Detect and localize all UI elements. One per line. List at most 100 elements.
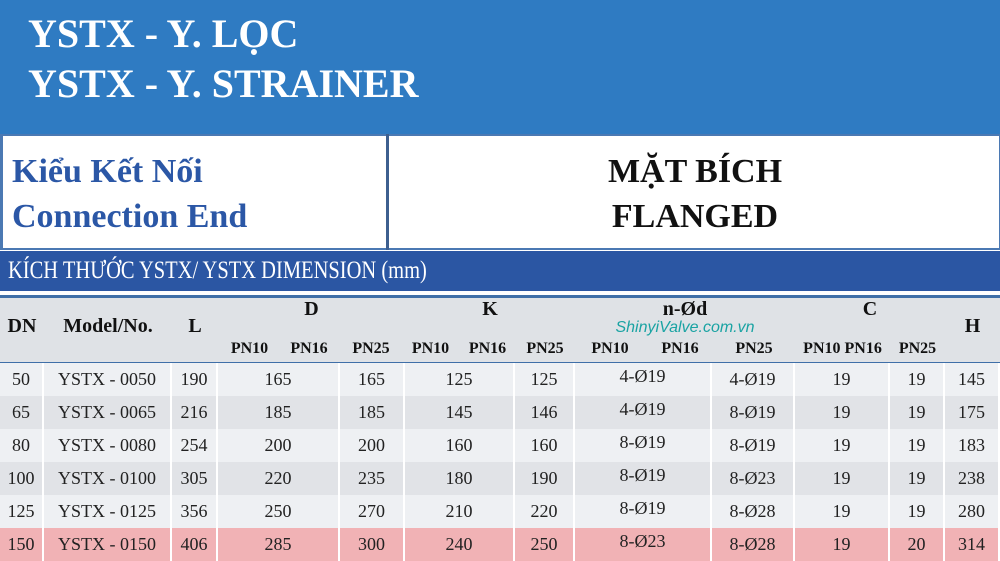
watermark: ShinyiValve.com.vn [615, 319, 755, 336]
table-cell: YSTX - 0050 [44, 363, 172, 396]
header-model: Model/No. [63, 315, 153, 337]
table-cell: 150 [0, 528, 44, 561]
table-cell: 8-Ø19 [712, 429, 795, 462]
table-cell: YSTX - 0125 [44, 495, 172, 528]
table-row: 65 YSTX - 0065 216 185 185 145 146 4-Ø19 8-Ø19 19… [0, 396, 1000, 429]
connection-value-vi: MẶT BÍCH [607, 153, 783, 190]
table-cell: 65 [0, 396, 44, 429]
table-header [0, 295, 1000, 365]
subheader-pn: PN10 PN16 [803, 340, 882, 357]
dimension-title: KÍCH THƯỚC YSTX/ YSTX DIMENSION (mm) [8, 257, 427, 284]
subheader-pn: PN25 [898, 340, 937, 357]
table-cell: 254 [172, 429, 218, 462]
table-cell: 238 [945, 462, 1000, 495]
subheader-pn: PN16 [661, 340, 699, 357]
connection-box [0, 134, 1000, 250]
table-cell: 19 [890, 396, 945, 429]
subheader-pn: PN10 [591, 340, 629, 357]
table-cell: 280 [945, 495, 1000, 528]
table-cell: 145 [945, 363, 1000, 396]
table-cell: 100 [0, 462, 44, 495]
table-cell: 145 [405, 396, 515, 429]
header-l: L [188, 315, 202, 337]
table-cell: 160 [405, 429, 515, 462]
table-cell: 4-Ø19 [575, 396, 712, 429]
table-cell: 235 [340, 462, 405, 495]
table-cell: 19 [890, 429, 945, 462]
table-row: 80 YSTX - 0080 254 200 200 160 160 8-Ø19 8-Ø19 19… [0, 429, 1000, 462]
table-cell: 146 [515, 396, 575, 429]
table-row: 125 YSTX - 0125 356 250 270 210 220 8-Ø19 8-Ø28 1… [0, 495, 1000, 528]
table-cell: 250 [218, 495, 340, 528]
table-cell: 50 [0, 363, 44, 396]
table-cell: 8-Ø19 [575, 462, 712, 495]
table-cell: 250 [515, 528, 575, 561]
table-cell: 190 [172, 363, 218, 396]
table-cell: 183 [945, 429, 1000, 462]
table-cell: 406 [172, 528, 218, 561]
table-cell: 305 [172, 462, 218, 495]
table-cell: 19 [795, 462, 890, 495]
subheader-pn: PN16 [290, 340, 328, 357]
table-cell: 125 [0, 495, 44, 528]
subheader-pn: PN25 [352, 340, 390, 357]
table-cell: 175 [945, 396, 1000, 429]
header-k: K [482, 298, 498, 320]
table-cell: 19 [890, 363, 945, 396]
table-cell: YSTX - 0150 [44, 528, 172, 561]
table-cell: 165 [340, 363, 405, 396]
table-cell: 80 [0, 429, 44, 462]
subheader-pn: PN25 [526, 340, 564, 357]
header-d: D [304, 298, 319, 320]
table-cell: 19 [890, 495, 945, 528]
table-row: 100 YSTX - 0100 305 220 235 180 190 8-Ø19 8-Ø23 1… [0, 462, 1000, 495]
table-cell: 270 [340, 495, 405, 528]
table-cell: 185 [218, 396, 340, 429]
table-cell: 125 [405, 363, 515, 396]
table-row: 50 YSTX - 0050 190 165 165 125 125 4-Ø19 4-Ø19 19… [0, 363, 1000, 396]
table-cell: YSTX - 0065 [44, 396, 172, 429]
header-dn: DN [7, 315, 37, 337]
table-cell: 8-Ø23 [712, 462, 795, 495]
table-cell: 240 [405, 528, 515, 561]
divider [386, 134, 389, 250]
table-cell: 8-Ø19 [575, 429, 712, 462]
table-cell: 314 [945, 528, 1000, 561]
connection-label-en: Connection End [12, 198, 248, 235]
table-cell: 125 [515, 363, 575, 396]
table-cell: 165 [218, 363, 340, 396]
table-cell: 300 [340, 528, 405, 561]
subheader-pn: PN10 [230, 340, 269, 357]
subheader-pn: PN16 [468, 340, 507, 357]
table-cell: 160 [515, 429, 575, 462]
table-cell: 19 [795, 396, 890, 429]
dimension-band: KÍCH THƯỚC YSTX/ YSTX DIMENSION (mm) [0, 251, 1000, 291]
subheader-pn: PN25 [735, 340, 773, 357]
table-cell: 285 [218, 528, 340, 561]
table-cell: 19 [795, 528, 890, 561]
table-cell: 220 [218, 462, 340, 495]
table-cell: 185 [340, 396, 405, 429]
title-banner: YSTX - Y. LỌC YSTX - Y. STRAINER [0, 0, 1000, 134]
table-cell: 4-Ø19 [712, 363, 795, 396]
table-cell: 200 [340, 429, 405, 462]
table-cell: 190 [515, 462, 575, 495]
title-en: YSTX - Y. STRAINER [28, 61, 419, 106]
table-cell: 19 [795, 429, 890, 462]
table-cell: 210 [405, 495, 515, 528]
table-cell: 8-Ø28 [712, 528, 795, 561]
table-cell: 19 [795, 363, 890, 396]
connection-value-en: FLANGED [611, 198, 779, 235]
subheader-pn: PN10 [411, 340, 450, 357]
table-cell: 19 [795, 495, 890, 528]
table-cell: YSTX - 0080 [44, 429, 172, 462]
table-row: 150 YSTX - 0150 406 285 300 240 250 8-Ø23 8-Ø28 1… [0, 528, 1000, 561]
table-cell: 8-Ø28 [712, 495, 795, 528]
table-cell: 8-Ø19 [575, 495, 712, 528]
table-cell: 20 [890, 528, 945, 561]
table-cell: 200 [218, 429, 340, 462]
table-cell: YSTX - 0100 [44, 462, 172, 495]
header-nd: n-Ød [662, 298, 708, 320]
table-cell: 356 [172, 495, 218, 528]
header-h: H [964, 315, 981, 337]
